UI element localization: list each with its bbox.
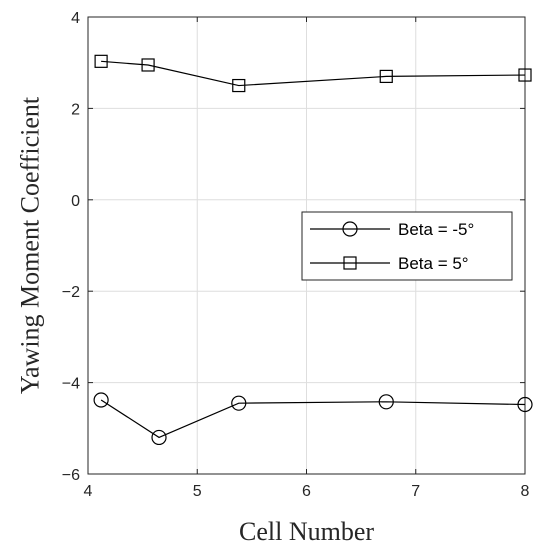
x-tick-label: 4	[84, 483, 93, 500]
x-axis-title: Cell Number	[239, 517, 374, 546]
y-tick-label: −6	[62, 467, 80, 484]
legend-box	[301, 211, 513, 281]
series	[93, 54, 533, 446]
x-tick-label: 6	[302, 483, 311, 500]
square-marker	[141, 58, 155, 72]
ticks: 4 5 6 7 8 −6 −4 −2 0 2 4	[62, 10, 530, 500]
square-marker	[379, 69, 393, 84]
legend-label: Beta = 5°	[398, 254, 469, 273]
square-marker	[94, 54, 108, 68]
y-tick-label: 4	[71, 10, 80, 27]
circle-marker	[342, 221, 358, 237]
legend-item: Beta = -5°	[310, 220, 474, 239]
legend-item: Beta = 5°	[310, 254, 469, 273]
legend-label: Beta = -5°	[398, 220, 474, 239]
x-tick-label: 5	[193, 483, 202, 500]
circle-marker	[151, 429, 167, 446]
y-tick-label: −4	[62, 376, 80, 393]
data-series	[93, 392, 533, 446]
series-line	[101, 60, 526, 87]
circle-marker	[517, 396, 533, 413]
circle-marker	[93, 392, 109, 408]
data-series	[94, 54, 532, 93]
circle-marker	[378, 394, 394, 410]
legend: Beta = -5° Beta = 5°	[301, 211, 513, 281]
y-tick-label: 2	[71, 101, 80, 118]
square-marker	[232, 78, 246, 93]
y-axis-title: Yawing Moment Coefficient	[16, 96, 45, 394]
series-line	[100, 399, 526, 439]
x-tick-label: 7	[411, 483, 420, 500]
x-tick-label: 8	[521, 483, 530, 500]
y-tick-label: −2	[62, 284, 80, 301]
circle-marker	[231, 395, 247, 411]
square-marker	[518, 68, 532, 82]
y-tick-label: 0	[71, 193, 80, 210]
square-marker	[343, 256, 357, 270]
